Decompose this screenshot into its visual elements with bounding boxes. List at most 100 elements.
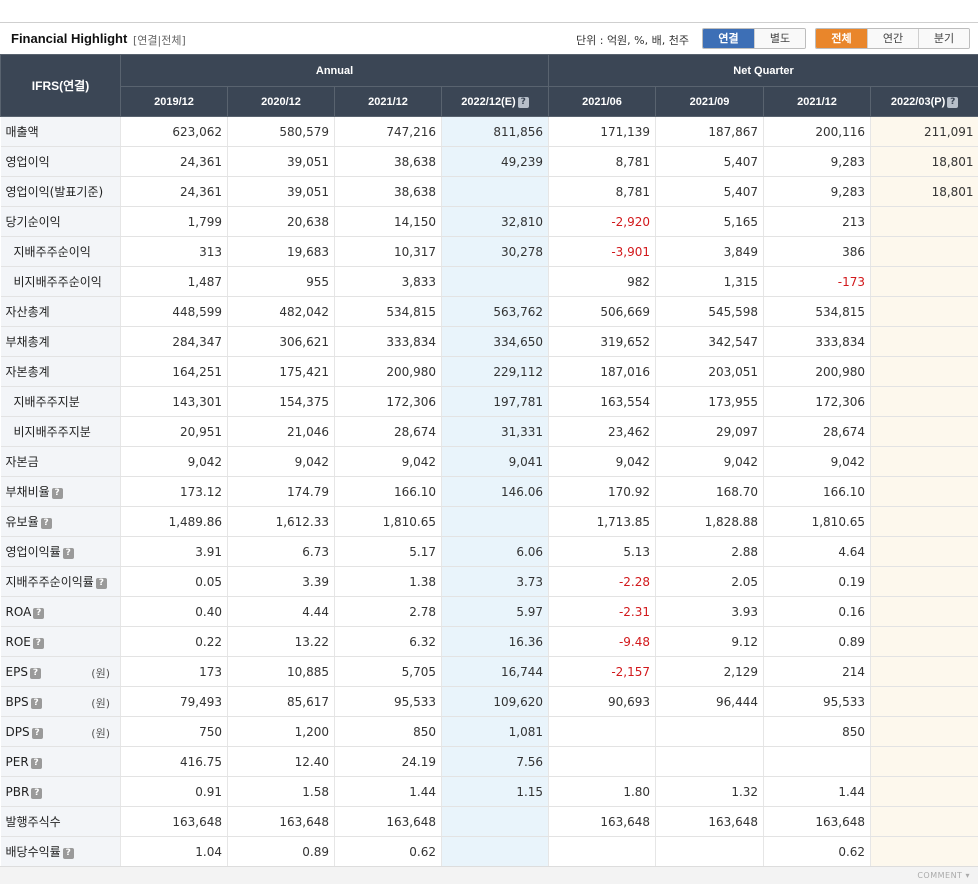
table-cell <box>548 746 656 777</box>
table-cell <box>870 626 978 657</box>
help-icon[interactable]: ? <box>31 787 43 799</box>
help-icon[interactable]: ? <box>40 518 52 529</box>
help-icon[interactable]: ? <box>29 667 41 679</box>
period-tab-2[interactable]: 분기 <box>918 29 969 48</box>
table-row: 매출액 623,062 580,579 747,216 811,856 171,139 18… <box>0 116 978 147</box>
row-label: 부채총계 <box>0 326 121 357</box>
period-tab-0[interactable]: 전체 <box>816 29 867 48</box>
column-header-label: 2020/12 <box>261 95 301 108</box>
table-cell <box>870 746 978 777</box>
column-header: 2020/12 <box>227 86 335 117</box>
table-cell: 163,648 <box>655 806 764 837</box>
help-icon[interactable]: ? <box>947 96 959 108</box>
row-label: DPS? (원) <box>0 716 121 747</box>
period-tab-1[interactable]: 연간 <box>867 29 918 48</box>
row-label-text: BPS <box>5 694 29 709</box>
row-label: 자본총계 <box>0 356 121 387</box>
table-cell <box>440 176 549 207</box>
help-icon[interactable]: ? <box>30 697 42 709</box>
table-cell: 166.10 <box>763 476 871 507</box>
help-icon[interactable]: ? <box>33 607 45 619</box>
table-cell: 1.04 <box>120 836 228 867</box>
table-cell: 1,713.85 <box>548 506 656 537</box>
row-label-text: 영업이익(발표기준) <box>5 185 104 199</box>
table-row: 지배주주지분 143,301 154,375 172,306 197,781 163,55… <box>0 386 978 417</box>
table-cell: 14,150 <box>334 206 442 237</box>
table-cell: 2,129 <box>655 656 764 687</box>
table-cell: 0.89 <box>227 836 335 867</box>
row-label: 자산총계 <box>0 296 121 327</box>
help-icon[interactable]: ? <box>95 578 107 589</box>
row-label: PBR? <box>0 776 121 807</box>
table-cell: 342,547 <box>655 326 764 357</box>
row-label-text: 지배주주순이익 <box>13 245 91 259</box>
table-cell: 38,638 <box>334 176 442 207</box>
row-label: ROE? <box>0 626 121 657</box>
table-row: 자본총계 164,251 175,421 200,980 229,112 187,016 2… <box>0 356 978 387</box>
table-cell: 211,091 <box>870 116 978 147</box>
column-header-label: 2021/12 <box>368 95 408 108</box>
help-icon[interactable]: ? <box>32 637 44 649</box>
table-cell: 5,165 <box>655 206 764 237</box>
row-label: ROA? <box>0 596 121 627</box>
row-label-text: PBR <box>5 784 30 799</box>
table-cell: 1.58 <box>227 776 335 807</box>
consolidation-tab-0[interactable]: 연결 <box>703 29 754 48</box>
consolidation-toggle: 연결 별도 <box>702 28 806 49</box>
row-label: 영업이익 <box>0 146 121 177</box>
table-row: 유보율? 1,489.86 1,612.33 1,810.65 1,713.85 1,82… <box>0 506 978 537</box>
table-cell: 4.64 <box>763 536 871 567</box>
column-header: 2021/09 <box>655 86 765 117</box>
table-cell: 95,533 <box>763 686 871 717</box>
table-cell: 163,648 <box>120 806 228 837</box>
column-header: 2019/12 <box>120 86 228 117</box>
row-label: 부채비율? <box>0 476 121 507</box>
table-cell: 1.80 <box>548 776 656 807</box>
table-cell: 850 <box>334 716 442 747</box>
help-icon[interactable]: ? <box>51 488 63 499</box>
table-row: EPS? (원) 173 10,885 5,705 16,744 -2,157 2,129 21… <box>0 656 978 687</box>
table-row: 비지배주주순이익 1,487 955 3,833 982 1,315 -173 <box>0 266 978 297</box>
table-cell: 203,051 <box>655 356 764 387</box>
help-icon[interactable]: ? <box>30 757 42 769</box>
consolidation-tab-1[interactable]: 별도 <box>754 29 805 48</box>
table-row: 지배주주순이익 313 19,683 10,317 30,278 -3,901 3,849 3… <box>0 236 978 267</box>
row-label: 매출액 <box>0 116 121 147</box>
comment-toggle[interactable]: COMMENT ▾ <box>917 871 970 880</box>
table-cell: 28,674 <box>334 416 442 447</box>
table-cell: 1.44 <box>763 776 871 807</box>
help-icon[interactable]: ? <box>62 548 74 559</box>
table-cell: 6.32 <box>334 626 442 657</box>
table-cell: 154,375 <box>227 386 335 417</box>
table-cell: 1,799 <box>120 206 228 237</box>
row-unit: (원) <box>91 727 110 740</box>
table-row: 배당수익률? 1.04 0.89 0.62 0.62 <box>0 836 978 867</box>
row-label-text: 비지배주주지분 <box>13 425 91 439</box>
table-cell: 2.78 <box>334 596 442 627</box>
help-icon[interactable]: ? <box>62 848 74 859</box>
table-cell: 16.36 <box>440 626 549 657</box>
table-cell: 7.56 <box>440 746 549 777</box>
table-cell: 85,617 <box>227 686 335 717</box>
table-row: 영업이익 24,361 39,051 38,638 49,239 8,781 5,407 9,… <box>0 146 978 177</box>
table-cell: 982 <box>548 266 656 297</box>
table-cell: 6.06 <box>440 536 549 567</box>
table-cell: -3,901 <box>548 236 656 267</box>
table-cell: 448,599 <box>120 296 228 327</box>
table-cell <box>870 236 978 267</box>
table-cell <box>440 506 549 537</box>
table-cell: 0.40 <box>120 596 228 627</box>
column-header-label: 2019/12 <box>154 95 194 108</box>
table-cell: 95,533 <box>334 686 442 717</box>
table-row: ROA? 0.40 4.44 2.78 5.97 -2.31 3.93 0.16 <box>0 596 978 627</box>
table-cell <box>655 836 764 867</box>
table-cell: 3.93 <box>655 596 764 627</box>
row-label-text: 자본금 <box>5 455 39 469</box>
help-icon[interactable]: ? <box>517 96 529 108</box>
table-cell: 1,487 <box>120 266 228 297</box>
table-cell: 3,833 <box>334 266 442 297</box>
table-row: 자본금 9,042 9,042 9,042 9,041 9,042 9,042 9,042 <box>0 446 978 477</box>
help-icon[interactable]: ? <box>31 727 43 739</box>
table-cell: 0.22 <box>120 626 228 657</box>
table-cell: 5,407 <box>655 176 764 207</box>
